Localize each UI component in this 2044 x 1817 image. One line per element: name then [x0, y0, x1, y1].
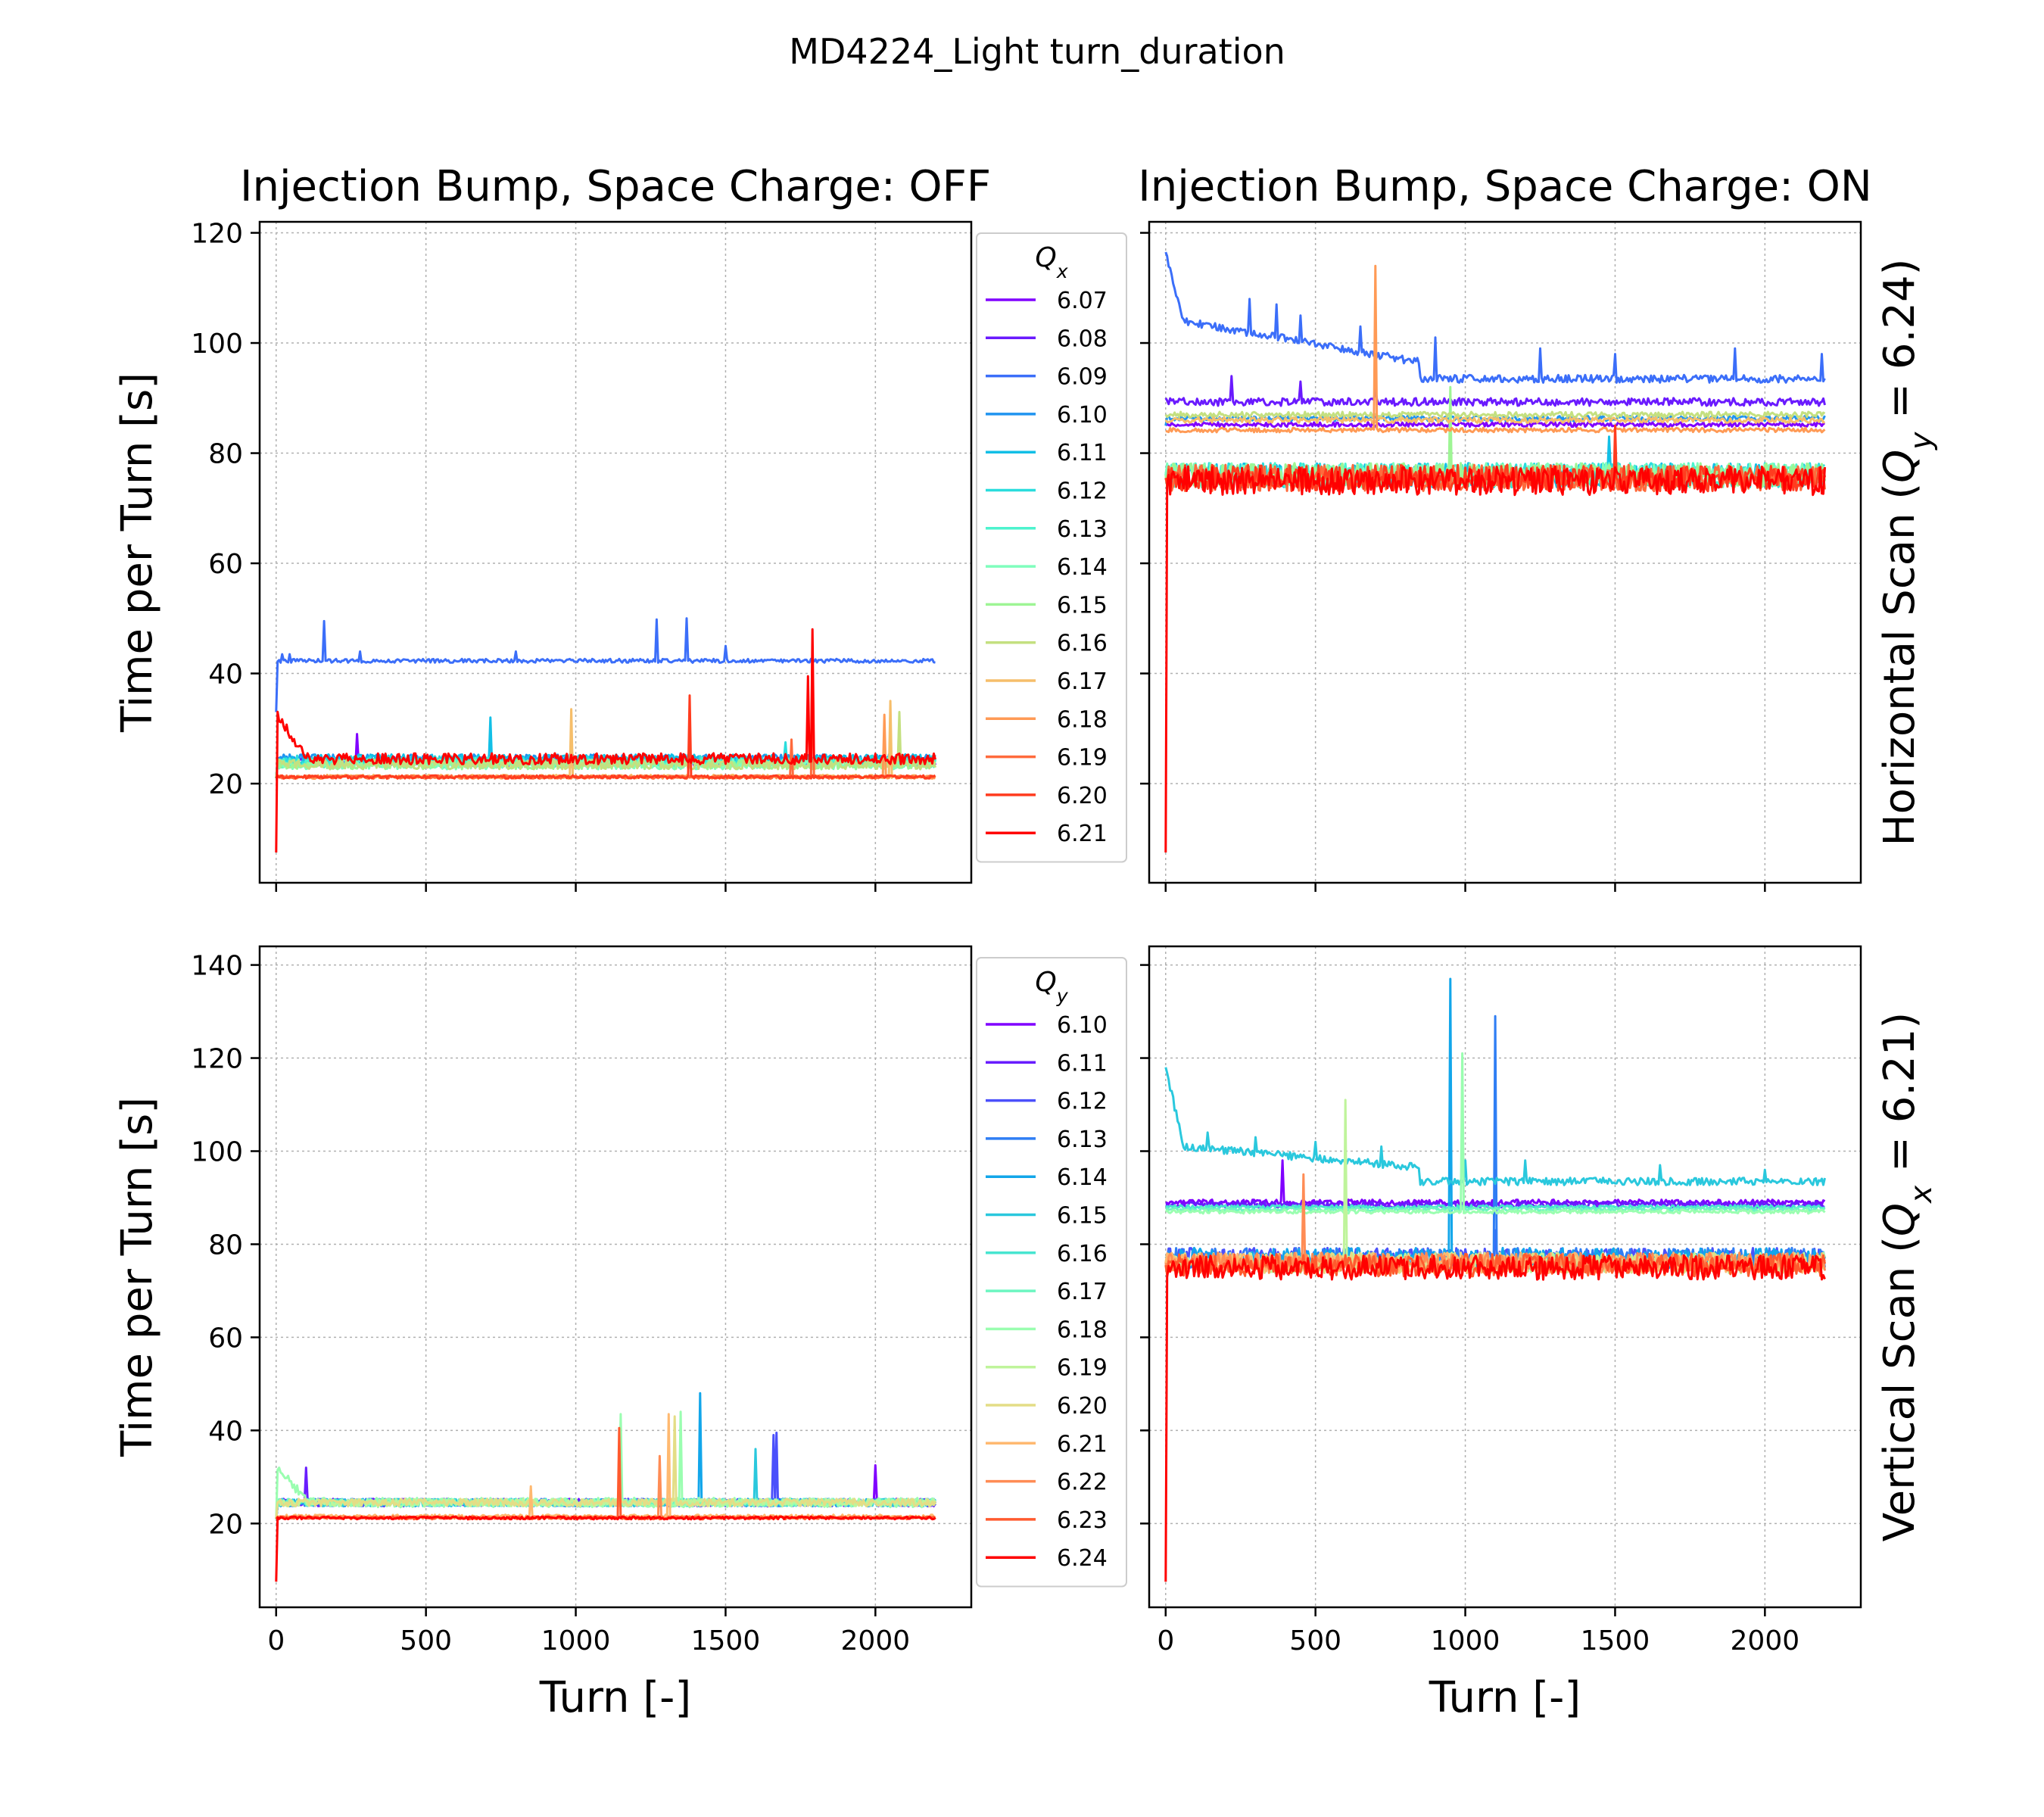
legend-title: Qx [1035, 242, 1068, 282]
x-axis-label: Turn [-] [1429, 1673, 1581, 1722]
series-line-6.20 [275, 1415, 936, 1519]
y-tick-label: 80 [208, 439, 243, 470]
series-line-6.09 [1164, 251, 1826, 384]
y-tick-label: 60 [208, 1323, 243, 1354]
figure-suptitle: MD4224_Light turn_duration [789, 31, 1285, 72]
y-tick-label: 20 [208, 769, 243, 800]
legend-entry-label: 6.15 [1057, 592, 1108, 619]
legend-entry-label: 6.10 [1057, 402, 1108, 429]
series-group [1164, 251, 1826, 853]
series-line-6.09 [275, 617, 936, 712]
legend-entry-label: 6.13 [1057, 1127, 1108, 1153]
legend-entry-label: 6.11 [1057, 1050, 1108, 1077]
y-tick-label: 80 [208, 1230, 243, 1261]
axes-frame [1148, 945, 1862, 1609]
series-line-6.18 [1164, 1052, 1826, 1215]
y-tick-label: 40 [208, 1416, 243, 1447]
legend-box [976, 957, 1127, 1588]
x-tick-label: 1000 [1431, 1625, 1500, 1656]
series-line-6.21 [275, 628, 936, 853]
legend-entry-label: 6.23 [1057, 1507, 1108, 1534]
legend-entry-label: 6.16 [1057, 631, 1108, 657]
legend-entry-label: 6.17 [1057, 669, 1108, 695]
legend-entry-label: 6.22 [1057, 1469, 1108, 1496]
series-line-6.16 [1164, 410, 1826, 419]
panel-title: Injection Bump, Space Charge: ON [1138, 162, 1872, 211]
legend-entry-label: 6.14 [1057, 554, 1108, 581]
legend-entry-label: 6.20 [1057, 783, 1108, 809]
series-group [275, 617, 936, 853]
legend-entry-label: 6.12 [1057, 1089, 1108, 1115]
series-line-6.11 [1165, 1201, 1825, 1209]
legend-entry-label: 6.11 [1057, 440, 1108, 466]
series-group [1164, 977, 1826, 1582]
y-tick-label: 140 [191, 951, 243, 982]
legend-title: Qy [1035, 967, 1068, 1007]
y-tick-label: 100 [191, 1137, 243, 1168]
series-line-6.08 [1164, 375, 1826, 407]
y-tick-label: 40 [208, 659, 243, 690]
x-tick-label: 1000 [541, 1625, 611, 1656]
x-tick-label: 1500 [691, 1625, 761, 1656]
y-axis-label: Time per Turn [s] [113, 1097, 162, 1457]
series-line-6.17 [1164, 416, 1825, 424]
y-tick-label: 120 [191, 1044, 243, 1075]
legend-entry-label: 6.15 [1057, 1203, 1108, 1230]
legend-entry-label: 6.18 [1057, 1317, 1108, 1343]
y-tick-label: 120 [191, 219, 243, 250]
legend-entry-label: 6.13 [1057, 516, 1108, 543]
y-tick-label: 100 [191, 329, 243, 360]
series-group [275, 1392, 936, 1582]
x-tick-label: 2000 [1731, 1625, 1800, 1656]
x-tick-label: 0 [267, 1625, 285, 1656]
y-tick-label: 20 [208, 1509, 243, 1540]
series-line-6.07 [1164, 421, 1825, 429]
legend-entry-label: 6.21 [1057, 1431, 1108, 1457]
legend-entry-label: 6.14 [1057, 1164, 1108, 1191]
y-axis-label: Time per Turn [s] [113, 372, 162, 733]
x-tick-label: 0 [1157, 1625, 1174, 1656]
series-line-6.16 [275, 711, 936, 778]
legend-entry-label: 6.19 [1057, 745, 1108, 771]
legend-entry-label: 6.17 [1057, 1279, 1108, 1305]
legend-entry-label: 6.18 [1057, 706, 1108, 733]
panel-top-left: 20 40 60 80 100 120 Injection Bump, Space Char… [113, 162, 1127, 892]
legend-entry-label: 6.19 [1057, 1355, 1108, 1382]
legend-entry-label: 6.10 [1057, 1012, 1108, 1039]
x-tick-label: 1500 [1581, 1625, 1650, 1656]
legend-entry-label: 6.21 [1057, 821, 1108, 847]
panel-bottom-left: 0 500 1000 1500 2000 20 40 60 80 100 120 140 Turn [-… [113, 945, 1127, 1722]
legend-entry-label: 6.16 [1057, 1241, 1108, 1267]
x-tick-label: 2000 [841, 1625, 911, 1656]
panel-title: Injection Bump, Space Charge: OFF [240, 162, 991, 211]
axes-frame [258, 220, 973, 884]
series-line-6.24 [275, 1515, 936, 1582]
legend-entry-label: 6.20 [1057, 1393, 1108, 1420]
axes-frame [1148, 220, 1862, 884]
x-tick-label: 500 [400, 1625, 452, 1656]
legend-entry-label: 6.07 [1057, 288, 1108, 314]
axes-frame [258, 945, 973, 1609]
y-tick-label: 60 [208, 549, 243, 580]
x-axis-label: Turn [-] [539, 1673, 691, 1722]
legend-entry-label: 6.09 [1057, 364, 1108, 391]
legend-box [976, 232, 1127, 863]
legend-entry-label: 6.24 [1057, 1545, 1108, 1572]
series-line-6.21 [1164, 465, 1826, 853]
legend-entry-label: 6.08 [1057, 326, 1108, 352]
series-line-6.24 [1164, 1254, 1826, 1582]
legend-entry-label: 6.12 [1057, 478, 1108, 505]
series-line-6.15 [1164, 1067, 1826, 1186]
series-line-6.18 [1165, 264, 1826, 434]
panels: 20 40 60 80 100 120 Injection Bump, Space Char… [113, 162, 1939, 1722]
panel-top-right: Injection Bump, Space Charge: ONHorizont… [1138, 162, 1939, 892]
x-tick-label: 500 [1289, 1625, 1341, 1656]
series-line-6.20 [275, 694, 936, 780]
